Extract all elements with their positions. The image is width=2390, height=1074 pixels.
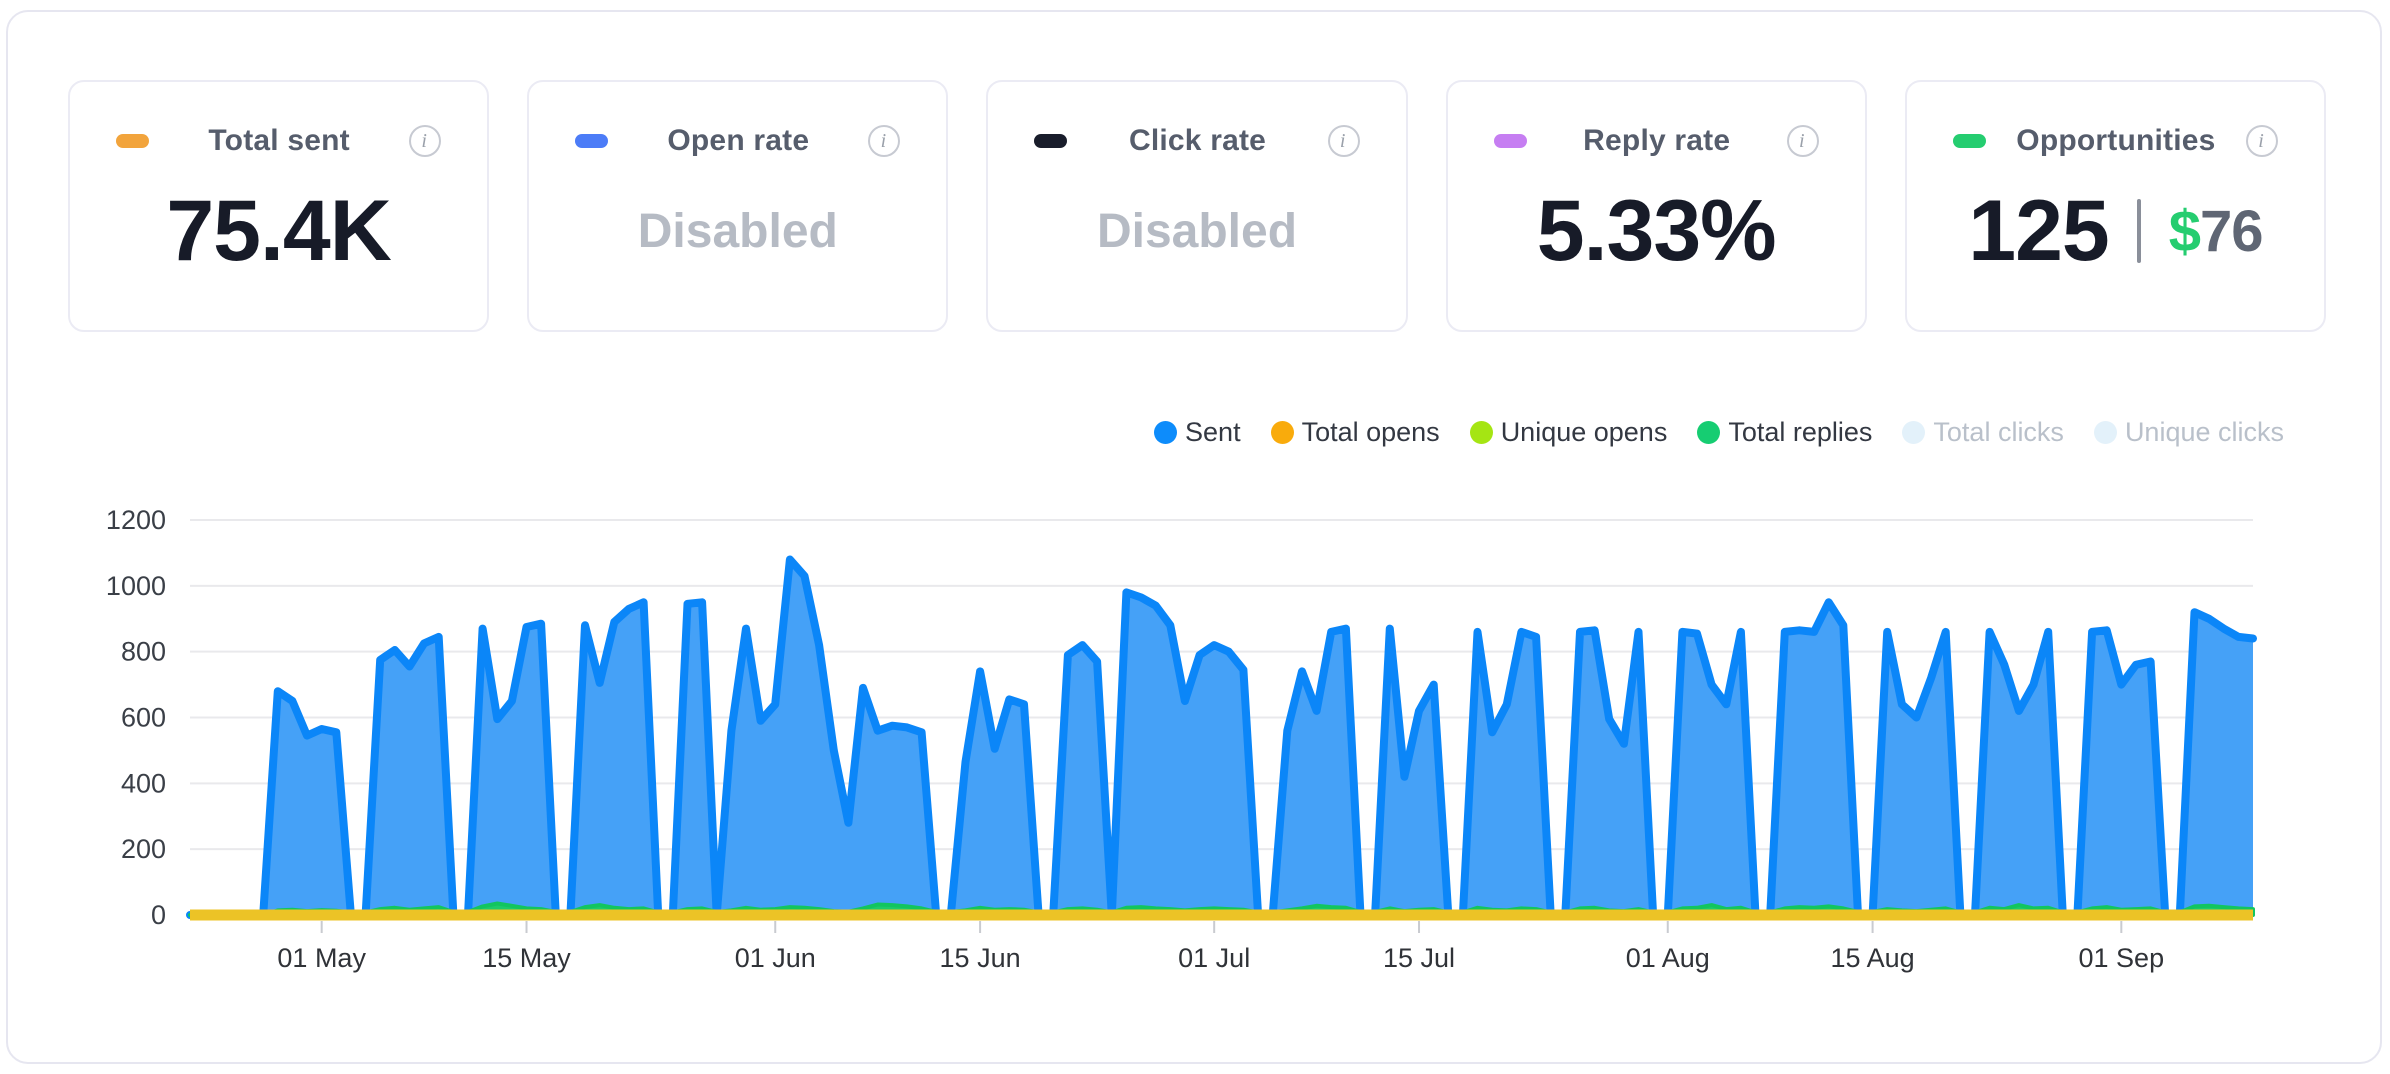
stat-card-total-sent: Total sent i 75.4K [68, 80, 490, 332]
opportunities-revenue: $76 [2168, 198, 2264, 265]
unique-clicks-dot-icon [2093, 420, 2117, 444]
click-rate-color-pill-icon [1034, 134, 1068, 148]
click-rate-value: Disabled [1096, 204, 1298, 258]
x-axis-tick-label: 15 May [482, 943, 571, 973]
card-value-row: Disabled [529, 158, 946, 330]
total-opens-dot-icon [1270, 420, 1294, 444]
info-icon[interactable]: i [868, 125, 901, 157]
legend-item-total-replies[interactable]: Total replies [1697, 417, 1872, 448]
reply-rate-value: 5.33% [1536, 182, 1777, 279]
value-divider [2136, 199, 2141, 263]
info-icon[interactable]: i [1786, 125, 1819, 157]
x-axis-tick-label: 15 Jul [1383, 943, 1455, 973]
x-axis-tick-label: 15 Aug [1831, 943, 1915, 973]
y-axis-tick-label: 0 [151, 900, 166, 930]
total-clicks-dot-icon [1902, 420, 1926, 444]
card-head: Open rate i [575, 124, 901, 158]
x-axis-tick-label: 01 Sep [2079, 943, 2165, 973]
legend-item-total-opens[interactable]: Total opens [1270, 416, 1440, 448]
y-axis-tick-label: 1000 [106, 571, 166, 601]
card-head: Click rate i [1034, 124, 1360, 158]
legend-item-sent[interactable]: Sent [1154, 417, 1241, 448]
card-head: Reply rate i [1493, 124, 1819, 158]
open-rate-value: Disabled [637, 204, 838, 258]
sent-line [186, 555, 2257, 919]
legend-label: Unique clicks [2124, 416, 2284, 447]
card-value-row: 125 $76 [1907, 158, 2324, 330]
opportunities-color-pill-icon [1952, 134, 1986, 148]
y-axis-tick-label: 600 [121, 703, 166, 733]
card-value-row: Disabled [988, 158, 1405, 330]
open-rate-color-pill-icon [575, 134, 609, 148]
revenue-amount: 76 [2200, 198, 2264, 264]
stat-card-click-rate: Click rate i Disabled [986, 80, 1408, 332]
stats-row: Total sent i 75.4K Open rate i Disabled … [68, 80, 2327, 332]
info-icon[interactable]: i [1327, 125, 1360, 157]
card-head: Total sent i [116, 124, 442, 158]
unique-opens-dot-icon [1469, 420, 1493, 444]
info-icon[interactable]: i [2246, 125, 2279, 157]
x-axis-tick-label: 01 May [277, 943, 366, 973]
card-label: Click rate [1128, 124, 1267, 157]
y-axis-tick-label: 800 [121, 637, 166, 667]
y-axis-tick-label: 400 [121, 768, 166, 798]
sent-area [190, 559, 2253, 915]
card-value-row: 5.33% [1448, 158, 1865, 330]
stat-card-open-rate: Open rate i Disabled [527, 80, 949, 332]
y-axis-tick-label: 1200 [106, 505, 166, 535]
y-axis-tick-label: 200 [121, 834, 166, 864]
stat-card-reply-rate: Reply rate i 5.33% [1445, 80, 1867, 332]
total-sent-value: 75.4K [166, 182, 391, 279]
stat-card-opportunities: Opportunities i 125 $76 [1904, 80, 2327, 332]
currency-symbol: $ [2168, 198, 2201, 264]
x-axis-tick-label: 01 Jul [1178, 943, 1250, 973]
card-label: Reply rate [1583, 124, 1731, 157]
legend-item-unique-clicks[interactable]: Unique clicks [2093, 416, 2284, 448]
card-label: Open rate [667, 124, 810, 157]
legend-label: Unique opens [1500, 416, 1668, 447]
sent-dot-icon [1154, 420, 1178, 444]
chart-legend: Sent Total opens Unique opens Total replies… [1154, 412, 2284, 452]
x-axis-tick-label: 01 Aug [1626, 943, 1710, 973]
legend-label: Sent [1185, 416, 1241, 447]
card-label: Total sent [208, 124, 350, 157]
legend-label: Total clicks [1933, 416, 2064, 447]
total-sent-color-pill-icon [116, 134, 149, 148]
legend-item-unique-opens[interactable]: Unique opens [1469, 416, 1668, 448]
legend-label: Total replies [1728, 416, 1873, 447]
card-value-row: 75.4K [70, 158, 487, 330]
dashboard-panel: Total sent i 75.4K Open rate i Disabled … [6, 10, 2382, 1064]
card-head: Opportunities i [1952, 124, 2279, 158]
card-label: Opportunities [2016, 124, 2216, 157]
reply-rate-color-pill-icon [1493, 134, 1527, 148]
x-axis-tick-label: 15 Jun [940, 943, 1021, 973]
legend-label: Total opens [1301, 416, 1440, 447]
opportunities-count: 125 [1968, 182, 2109, 279]
sent-opens-replies-area-chart: 0 200 400 600 800 1000 1200 01 May 15 May 01 Jun 1… [106, 505, 2257, 973]
legend-item-total-clicks[interactable]: Total clicks [1902, 417, 2064, 448]
x-axis-tick-label: 01 Jun [735, 943, 816, 973]
info-icon[interactable]: i [409, 125, 442, 157]
total-replies-dot-icon [1697, 420, 1721, 444]
